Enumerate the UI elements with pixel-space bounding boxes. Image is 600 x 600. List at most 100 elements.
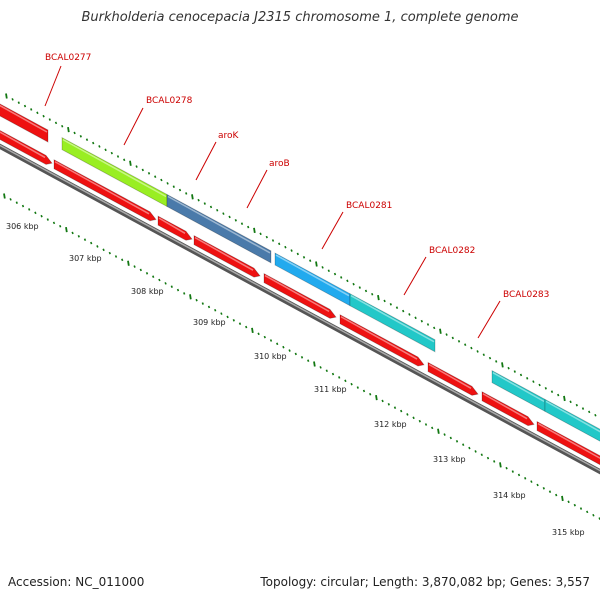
cds-feature-7[interactable] — [427, 361, 479, 396]
upper-tick — [61, 124, 64, 128]
lower-tick — [90, 241, 93, 245]
gene-label[interactable]: aroB — [269, 159, 290, 169]
lower-tick — [424, 423, 428, 426]
kbp-label: 311 kbp — [314, 385, 347, 394]
lower-tick — [28, 208, 31, 211]
lower-tick — [152, 275, 155, 278]
cds-feature-9-sheen — [537, 422, 600, 460]
lower-tick — [431, 426, 434, 430]
cds-feature-9[interactable] — [536, 420, 600, 467]
upper-tick — [557, 393, 560, 397]
upper-tick — [377, 294, 380, 301]
cds-feature-1[interactable] — [0, 125, 53, 165]
upper-tick — [315, 261, 318, 267]
gene-label[interactable]: BCAL0277 — [45, 53, 91, 63]
upper-tick — [284, 245, 287, 249]
upper-tick — [501, 362, 504, 368]
cds-feature-7-sheen — [428, 363, 472, 389]
backbone-highlight — [0, 144, 600, 472]
upper-tick — [79, 135, 82, 138]
upper-tick — [234, 219, 237, 222]
lower-tick — [381, 399, 384, 403]
upper-tick — [563, 395, 566, 402]
upper-tick — [513, 370, 516, 373]
lower-tick — [52, 221, 56, 225]
cds-feature-1-sheen — [0, 131, 46, 159]
upper-tick — [116, 155, 120, 158]
upper-tick — [191, 194, 194, 200]
lower-tick — [34, 211, 37, 215]
upper-tick — [550, 390, 554, 394]
lower-tick — [220, 312, 223, 315]
cds-feature-2[interactable] — [53, 159, 157, 222]
cds-feature-3[interactable] — [157, 215, 193, 241]
cds-feature-5[interactable] — [263, 272, 337, 319]
kbp-label: 310 kbp — [254, 352, 287, 361]
cds-feature-6[interactable] — [339, 314, 425, 367]
kbp-label: 308 kbp — [131, 287, 164, 296]
upper-tick — [290, 249, 293, 252]
upper-tick — [340, 276, 343, 279]
upper-tick — [327, 269, 330, 273]
lower-tick — [257, 332, 260, 336]
gene-label[interactable]: BCAL0278 — [146, 96, 193, 106]
lower-tick — [344, 379, 347, 383]
gene-feature-7[interactable] — [544, 398, 600, 446]
upper-tick — [526, 376, 529, 380]
lower-tick — [362, 389, 366, 393]
lower-tick — [356, 386, 359, 389]
upper-tick — [247, 225, 250, 229]
cds-feature-8[interactable] — [481, 391, 535, 427]
upper-tick — [538, 383, 541, 387]
lower-tick — [393, 406, 397, 410]
upper-tick — [371, 292, 374, 296]
cds-feature-8-sheen — [482, 393, 528, 420]
upper-tick — [11, 98, 14, 101]
gene-label[interactable]: aroK — [218, 131, 240, 141]
cds-feature-4-sheen — [194, 236, 254, 271]
lower-tick — [462, 443, 465, 446]
gene-feature-7-sheen — [545, 400, 600, 433]
gene-label-leader — [403, 256, 427, 296]
lower-tick — [102, 248, 105, 252]
gene-label-leader — [477, 300, 501, 339]
kbp-label: 313 kbp — [433, 455, 466, 464]
upper-tick — [451, 336, 454, 340]
upper-tick — [166, 182, 169, 185]
lower-tick — [294, 352, 297, 356]
upper-tick — [271, 239, 275, 242]
upper-tick — [48, 118, 51, 121]
upper-tick — [575, 403, 578, 407]
gene-feature-1-sheen — [0, 104, 48, 133]
upper-tick — [389, 303, 392, 306]
upper-tick — [464, 343, 467, 346]
gene-track — [0, 99, 600, 446]
gene-label[interactable]: BCAL0281 — [346, 201, 392, 211]
upper-tick — [209, 205, 213, 209]
upper-tick — [216, 208, 219, 212]
lower-tick — [319, 366, 322, 369]
cds-feature-4[interactable] — [193, 234, 261, 278]
upper-tick — [507, 366, 510, 370]
cds-feature-3-sheen — [158, 217, 186, 234]
gene-label[interactable]: BCAL0283 — [503, 290, 549, 300]
gene-feature-3-sheen — [167, 195, 271, 254]
lower-tick — [245, 325, 248, 329]
upper-tick — [141, 168, 144, 172]
lower-tick — [517, 473, 521, 477]
upper-tick — [426, 323, 430, 326]
upper-tick — [482, 353, 485, 357]
upper-tick — [470, 346, 473, 350]
upper-tick — [395, 306, 399, 310]
upper-tick — [445, 333, 448, 336]
gene-feature-3[interactable] — [166, 193, 272, 264]
tick-track-upper — [5, 93, 597, 417]
upper-tick — [185, 192, 188, 195]
lower-tick — [530, 480, 533, 483]
gene-feature-5[interactable] — [349, 293, 436, 353]
gene-label[interactable]: BCAL0282 — [429, 246, 475, 256]
gene-feature-1[interactable] — [0, 99, 49, 143]
lower-tick — [474, 450, 477, 453]
upper-tick — [265, 235, 268, 239]
upper-tick — [364, 289, 368, 293]
